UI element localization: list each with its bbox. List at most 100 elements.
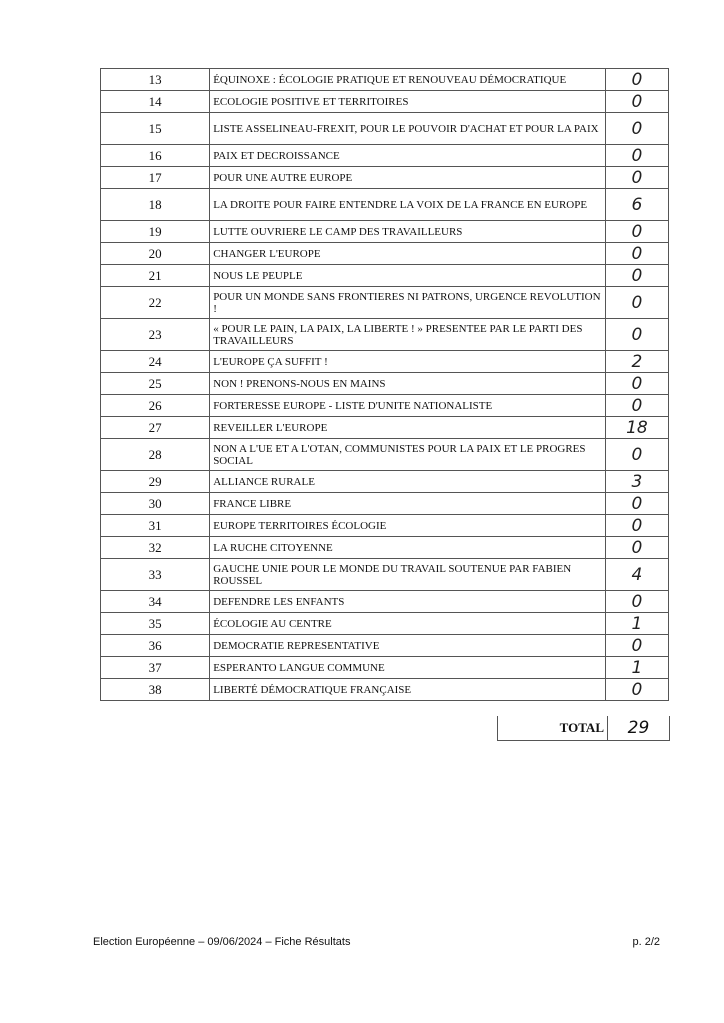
vote-count: 0	[604, 112, 670, 145]
list-name: PAIX ET DECROISSANCE	[209, 144, 606, 167]
table-row: 33 GAUCHE UNIE POUR LE MONDE DU TRAVAIL S…	[99, 558, 670, 591]
table-row: 17 POUR UNE AUTRE EUROPE 0	[99, 166, 670, 189]
vote-count: 0	[604, 514, 670, 537]
list-number: 22	[99, 286, 211, 319]
table-row: 36 DEMOCRATIE REPRESENTATIVE 0	[99, 634, 670, 657]
vote-count: 0	[604, 590, 670, 613]
list-number: 25	[99, 372, 211, 395]
vote-count: 1	[604, 612, 670, 635]
list-name: POUR UNE AUTRE EUROPE	[209, 166, 606, 189]
list-number: 35	[99, 612, 211, 635]
list-number: 27	[99, 416, 211, 439]
list-name: NON A L'UE ET A L'OTAN, COMMUNISTES POUR…	[209, 438, 606, 471]
list-number: 23	[99, 318, 211, 351]
vote-count: 0	[604, 264, 670, 287]
list-name: ÉQUINOXE : ÉCOLOGIE PRATIQUE ET RENOUVEA…	[209, 68, 606, 91]
vote-count: 0	[604, 492, 670, 515]
list-name: LIBERTÉ DÉMOCRATIQUE FRANÇAISE	[209, 678, 606, 701]
list-name: CHANGER L'EUROPE	[209, 242, 606, 265]
vote-count: 0	[604, 144, 670, 167]
table-row: 26 FORTERESSE EUROPE - LISTE D'UNITE NATI…	[99, 394, 670, 417]
list-name: ESPERANTO LANGUE COMMUNE	[209, 656, 606, 679]
table-row: 37 ESPERANTO LANGUE COMMUNE 1	[99, 656, 670, 679]
list-name: L'EUROPE ÇA SUFFIT !	[209, 350, 606, 373]
table-row: 23 « POUR LE PAIN, LA PAIX, LA LIBERTE ! …	[99, 318, 670, 351]
table-row: 19 LUTTE OUVRIERE LE CAMP DES TRAVAILLEUR…	[99, 220, 670, 243]
vote-count: 4	[604, 558, 670, 591]
vote-count: 18	[604, 416, 670, 439]
vote-count: 0	[604, 242, 670, 265]
list-number: 16	[99, 144, 211, 167]
list-name: REVEILLER L'EUROPE	[209, 416, 606, 439]
list-number: 19	[99, 220, 211, 243]
list-number: 34	[99, 590, 211, 613]
list-number: 30	[99, 492, 211, 515]
vote-count: 0	[604, 90, 670, 113]
table-row: 16 PAIX ET DECROISSANCE 0	[99, 144, 670, 167]
vote-count: 6	[604, 188, 670, 221]
page-number: p. 2/2	[632, 936, 660, 948]
list-number: 20	[99, 242, 211, 265]
table-row: 21 NOUS LE PEUPLE 0	[99, 264, 670, 287]
list-name: LA DROITE POUR FAIRE ENTENDRE LA VOIX DE…	[209, 188, 606, 221]
vote-count: 2	[604, 350, 670, 373]
table-row: 29 ALLIANCE RURALE 3	[99, 470, 670, 493]
footer-title: Election Européenne – 09/06/2024 – Fiche…	[93, 936, 351, 948]
vote-count: 0	[604, 438, 670, 471]
list-name: ÉCOLOGIE AU CENTRE	[209, 612, 606, 635]
list-number: 18	[99, 188, 211, 221]
table-row: 14 ECOLOGIE POSITIVE ET TERRITOIRES 0	[99, 90, 670, 113]
list-name: DEMOCRATIE REPRESENTATIVE	[209, 634, 606, 657]
list-name: EUROPE TERRITOIRES ÉCOLOGIE	[209, 514, 606, 537]
table-row: 38 LIBERTÉ DÉMOCRATIQUE FRANÇAISE 0	[99, 678, 670, 701]
vote-count: 0	[604, 318, 670, 351]
list-number: 38	[99, 678, 211, 701]
list-name: LA RUCHE CITOYENNE	[209, 536, 606, 559]
list-number: 24	[99, 350, 211, 373]
list-name: LUTTE OUVRIERE LE CAMP DES TRAVAILLEURS	[209, 220, 606, 243]
table-row: 13 ÉQUINOXE : ÉCOLOGIE PRATIQUE ET RENOUV…	[99, 68, 670, 91]
vote-count: 3	[604, 470, 670, 493]
table-row: 27 REVEILLER L'EUROPE 18	[99, 416, 670, 439]
vote-count: 1	[604, 656, 670, 679]
vote-count: 0	[604, 372, 670, 395]
table-row: 25 NON ! PRENONS-NOUS EN MAINS 0	[99, 372, 670, 395]
list-name: « POUR LE PAIN, LA PAIX, LA LIBERTE ! » …	[209, 318, 606, 351]
list-number: 29	[99, 470, 211, 493]
list-name: NON ! PRENONS-NOUS EN MAINS	[209, 372, 606, 395]
list-name: POUR UN MONDE SANS FRONTIERES NI PATRONS…	[209, 286, 606, 319]
table-row: 35 ÉCOLOGIE AU CENTRE 1	[99, 612, 670, 635]
list-number: 14	[99, 90, 211, 113]
list-name: DEFENDRE LES ENFANTS	[209, 590, 606, 613]
vote-count: 0	[604, 394, 670, 417]
list-number: 17	[99, 166, 211, 189]
list-name: ALLIANCE RURALE	[209, 470, 606, 493]
total-label: TOTAL	[498, 716, 608, 740]
vote-count: 0	[604, 678, 670, 701]
total-row: TOTAL 29	[497, 716, 670, 741]
total-value: 29	[627, 718, 650, 738]
list-number: 26	[99, 394, 211, 417]
list-number: 36	[99, 634, 211, 657]
list-number: 33	[99, 558, 211, 591]
list-number: 32	[99, 536, 211, 559]
list-name: LISTE ASSELINEAU-FREXIT, POUR LE POUVOIR…	[209, 112, 606, 145]
list-name: NOUS LE PEUPLE	[209, 264, 606, 287]
table-row: 15 LISTE ASSELINEAU-FREXIT, POUR LE POUVO…	[99, 112, 670, 145]
list-name: GAUCHE UNIE POUR LE MONDE DU TRAVAIL SOU…	[209, 558, 606, 591]
results-table: 1 3 ÉQUINOXE : ÉCOLOGIE PRATIQUE ET RENOUV…	[99, 68, 670, 701]
vote-count: 0	[604, 220, 670, 243]
vote-count: 0	[604, 286, 670, 319]
list-number: 31	[99, 514, 211, 537]
table-row: 18 LA DROITE POUR FAIRE ENTENDRE LA VOIX …	[99, 188, 670, 221]
table-row: 22 POUR UN MONDE SANS FRONTIERES NI PATRO…	[99, 286, 670, 319]
table-row: 20 CHANGER L'EUROPE 0	[99, 242, 670, 265]
list-name: FRANCE LIBRE	[209, 492, 606, 515]
vote-count: 0	[604, 536, 670, 559]
list-number: 28	[99, 438, 211, 471]
table-row: 31 EUROPE TERRITOIRES ÉCOLOGIE 0	[99, 514, 670, 537]
list-number: 21	[99, 264, 211, 287]
table-row: 32 LA RUCHE CITOYENNE 0	[99, 536, 670, 559]
list-name: FORTERESSE EUROPE - LISTE D'UNITE NATION…	[209, 394, 606, 417]
vote-count: 0	[604, 166, 670, 189]
